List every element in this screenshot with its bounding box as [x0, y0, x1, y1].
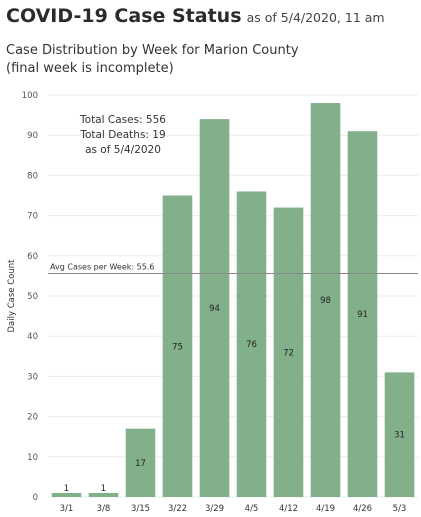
y-tick-label: 0 — [33, 493, 38, 503]
x-axis-ticks: 3/1 3/8 3/15 3/22 3/29 4/5 4/12 4/19 4/26 5/3 — [60, 504, 407, 514]
data-label: 98 — [320, 296, 331, 306]
data-label: 72 — [283, 348, 294, 358]
y-tick-label: 90 — [27, 131, 38, 141]
y-tick-label: 60 — [27, 252, 38, 262]
page-header: COVID-19 Case Status as of 5/4/2020, 11 … — [6, 5, 385, 27]
x-tick-label: 4/5 — [245, 504, 259, 514]
data-label: 91 — [357, 310, 368, 320]
x-tick-label: 3/1 — [60, 504, 74, 514]
annotation-line: as of 5/4/2020 — [85, 144, 161, 156]
bar — [51, 492, 82, 497]
data-label: 75 — [172, 342, 183, 352]
bar — [88, 492, 119, 497]
bars — [51, 103, 415, 498]
subtitle-line-1: Case Distribution by Week for Marion Cou… — [6, 43, 299, 58]
x-tick-label: 3/22 — [168, 504, 187, 514]
totals-annotation: Total Cases: 556 Total Deaths: 19 as of 5/… — [79, 114, 166, 156]
annotation-line: Total Deaths: 19 — [79, 129, 165, 141]
y-tick-label: 30 — [27, 372, 38, 382]
page-title: COVID-19 Case Status — [6, 5, 242, 27]
data-label: 94 — [209, 304, 220, 314]
data-label: 1 — [64, 484, 69, 494]
y-tick-label: 40 — [27, 332, 38, 342]
y-tick-label: 10 — [27, 453, 38, 463]
x-tick-label: 4/12 — [279, 504, 298, 514]
data-label: 31 — [394, 431, 405, 441]
average-line-label: Avg Cases per Week: 55.6 — [50, 262, 154, 271]
average-line: Avg Cases per Week: 55.6 — [48, 262, 418, 274]
data-label: 76 — [246, 340, 257, 350]
bar — [273, 207, 304, 497]
y-tick-label: 100 — [22, 91, 38, 101]
bar — [236, 191, 267, 498]
y-tick-label: 20 — [27, 413, 38, 423]
x-tick-label: 3/8 — [97, 504, 111, 514]
x-tick-label: 4/19 — [316, 504, 335, 514]
x-tick-label: 3/15 — [131, 504, 150, 514]
as-of-timestamp: as of 5/4/2020, 11 am — [246, 10, 385, 25]
data-label: 17 — [135, 459, 146, 469]
x-tick-label: 3/29 — [205, 504, 224, 514]
chart-subtitle: Case Distribution by Week for Marion Cou… — [6, 42, 299, 78]
data-labels: 1 1 17 75 94 76 72 98 91 31 — [64, 296, 405, 494]
y-axis-ticks: 0 10 20 30 40 50 60 70 80 90 100 — [22, 91, 38, 503]
bar — [384, 372, 415, 497]
y-tick-label: 50 — [27, 292, 38, 302]
y-tick-label: 80 — [27, 171, 38, 181]
annotation-line: Total Cases: 556 — [79, 114, 166, 126]
y-axis-label: Daily Case Count — [7, 259, 17, 333]
y-tick-label: 70 — [27, 212, 38, 222]
x-tick-label: 5/3 — [393, 504, 407, 514]
bar — [162, 195, 193, 497]
subtitle-line-2: (final week is incomplete) — [6, 61, 174, 76]
data-label: 1 — [101, 484, 106, 494]
bar — [125, 428, 156, 497]
x-tick-label: 4/26 — [353, 504, 372, 514]
bar — [347, 131, 378, 497]
bar — [310, 103, 341, 497]
bar — [199, 119, 230, 498]
